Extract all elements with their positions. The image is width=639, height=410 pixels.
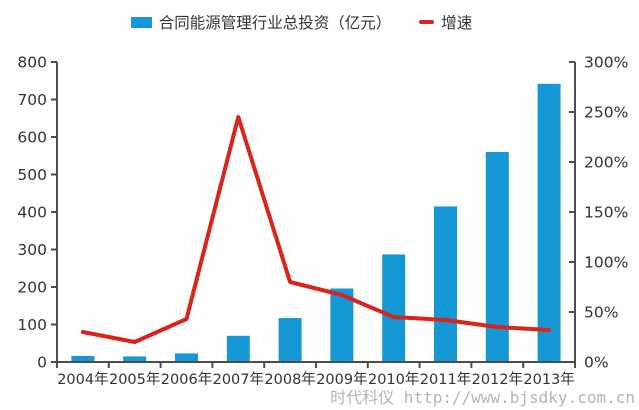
- investment-bar-2009年: [330, 288, 354, 362]
- x-axis-label: 2011年: [420, 371, 471, 388]
- right-axis-tick-label: 50%: [584, 304, 618, 322]
- left-axis-tick-label: 800: [17, 54, 47, 72]
- x-axis-label: 2012年: [472, 371, 523, 388]
- investment-bar-2008年: [278, 318, 302, 362]
- x-axis-label: 2005年: [109, 371, 160, 388]
- investment-bar-2004年: [71, 356, 95, 362]
- investment-bar-2012年: [485, 152, 509, 362]
- watermark: 时代科仪 http://www.bjsdky.com.cn: [330, 388, 635, 407]
- legend-item-growth: 增速: [419, 11, 472, 33]
- investment-bar-2010年: [382, 254, 406, 362]
- right-axis-tick-label: 200%: [584, 154, 628, 172]
- right-axis-tick-label: 250%: [584, 104, 628, 122]
- right-axis-tick-label: 0%: [584, 354, 609, 372]
- legend-item-investment: 合同能源管理行业总投资（亿元）: [130, 11, 392, 33]
- x-axis-label: 2006年: [161, 371, 212, 388]
- x-axis-label: 2009年: [316, 371, 367, 388]
- left-axis-tick-label: 500: [17, 166, 47, 184]
- legend-investment-swatch: [130, 16, 152, 28]
- investment-bar-2006年: [175, 353, 198, 362]
- legend-investment-label: 合同能源管理行业总投资（亿元）: [158, 14, 392, 32]
- left-axis-tick-label: 300: [17, 241, 47, 259]
- left-axis-tick-label: 100: [17, 316, 47, 334]
- growth-line: [80, 115, 552, 344]
- x-axis-label: 2004年: [57, 371, 108, 388]
- x-axis-label: 2008年: [264, 371, 315, 388]
- left-axis-tick-label: 400: [17, 204, 47, 222]
- right-axis-tick-label: 300%: [584, 54, 628, 72]
- left-axis-tick-label: 700: [17, 91, 47, 109]
- investment-bar-2005年: [123, 356, 147, 362]
- investment-bar-2011年: [434, 206, 457, 362]
- investment-bar-2007年: [226, 335, 250, 363]
- x-axis-label: 2007年: [213, 371, 264, 388]
- left-axis-tick-label: 600: [17, 129, 47, 147]
- investment-bar-2013年: [537, 83, 561, 363]
- chart-legend: 合同能源管理行业总投资（亿元） 增速: [0, 11, 621, 33]
- right-axis-tick-label: 150%: [584, 204, 628, 222]
- left-axis-tick-label: 200: [17, 279, 47, 297]
- right-axis-tick-label: 100%: [584, 254, 628, 272]
- left-axis-tick-label: 0: [37, 354, 47, 372]
- legend-growth-label: 增速: [441, 14, 473, 32]
- legend-growth-line-swatch: [419, 20, 435, 24]
- x-axis-label: 2013年: [523, 371, 574, 388]
- x-axis-label: 2010年: [368, 371, 419, 388]
